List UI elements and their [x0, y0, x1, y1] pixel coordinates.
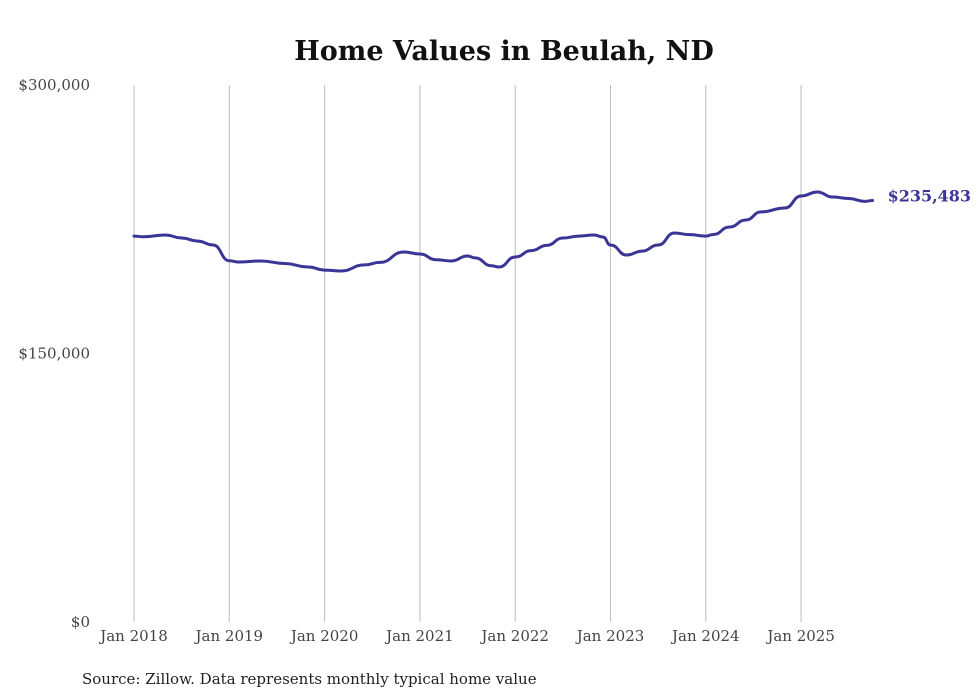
source-note: Source: Zillow. Data represents monthly …	[82, 670, 537, 688]
x-tick-label: Jan 2025	[765, 627, 835, 645]
x-tick-label: Jan 2020	[289, 627, 359, 645]
end-value-label: $235,483	[888, 186, 972, 205]
x-tick-label: Jan 2022	[479, 627, 549, 645]
y-tick-label: $300,000	[18, 76, 90, 94]
chart-title: Home Values in Beulah, ND	[294, 36, 714, 67]
y-tick-label: $0	[71, 613, 90, 631]
gridlines	[133, 85, 802, 622]
y-tick-label: $150,000	[18, 345, 90, 363]
x-tick-label: Jan 2023	[575, 627, 645, 645]
x-axis: Jan 2018 Jan 2019 Jan 2020 Jan 2021 Jan 2022…	[98, 627, 835, 645]
x-tick-label: Jan 2019	[194, 627, 264, 645]
x-tick-label: Jan 2024	[670, 627, 740, 645]
series-group	[132, 190, 875, 273]
x-tick-label: Jan 2021	[384, 627, 454, 645]
x-tick-label: Jan 2018	[98, 627, 168, 645]
series-line	[132, 190, 875, 273]
y-axis: $0 $150,000 $300,000	[18, 76, 90, 631]
